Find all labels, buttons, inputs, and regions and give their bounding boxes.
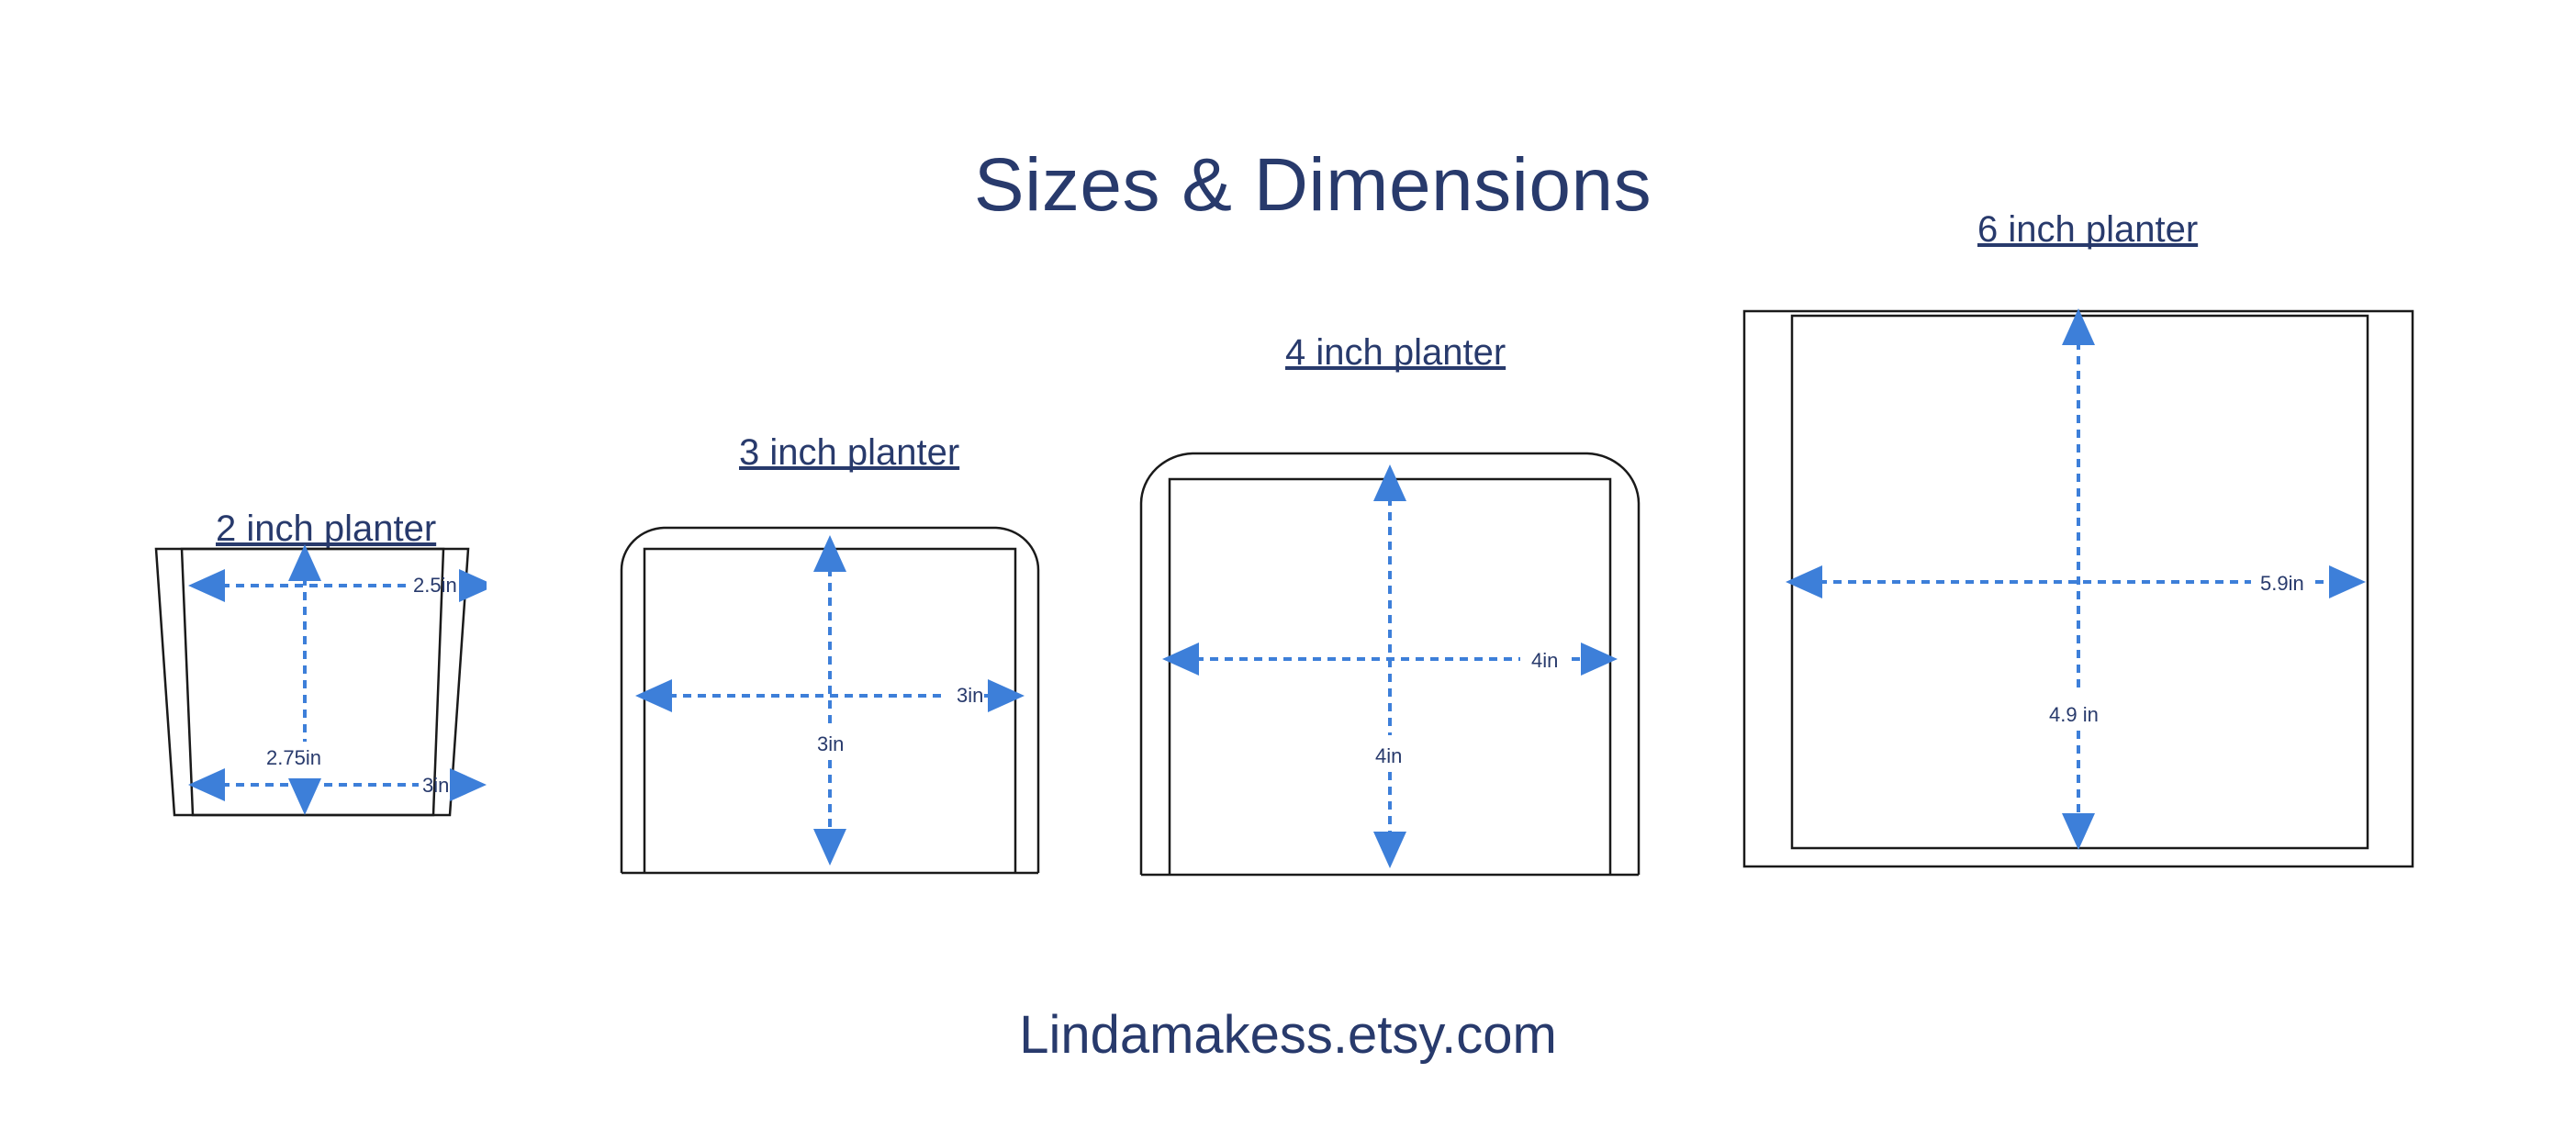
svg-text:3in: 3in bbox=[957, 684, 983, 707]
svg-text:4in: 4in bbox=[1531, 649, 1558, 672]
svg-text:5.9in: 5.9in bbox=[2260, 572, 2304, 595]
svg-text:3in: 3in bbox=[817, 732, 844, 755]
svg-text:2.75in: 2.75in bbox=[266, 746, 321, 769]
svg-text:4in: 4in bbox=[1375, 744, 1402, 767]
svg-text:3in: 3in bbox=[422, 774, 449, 797]
svg-text:4.9 in: 4.9 in bbox=[2049, 703, 2099, 726]
svg-text:2.5in: 2.5in bbox=[413, 574, 457, 597]
